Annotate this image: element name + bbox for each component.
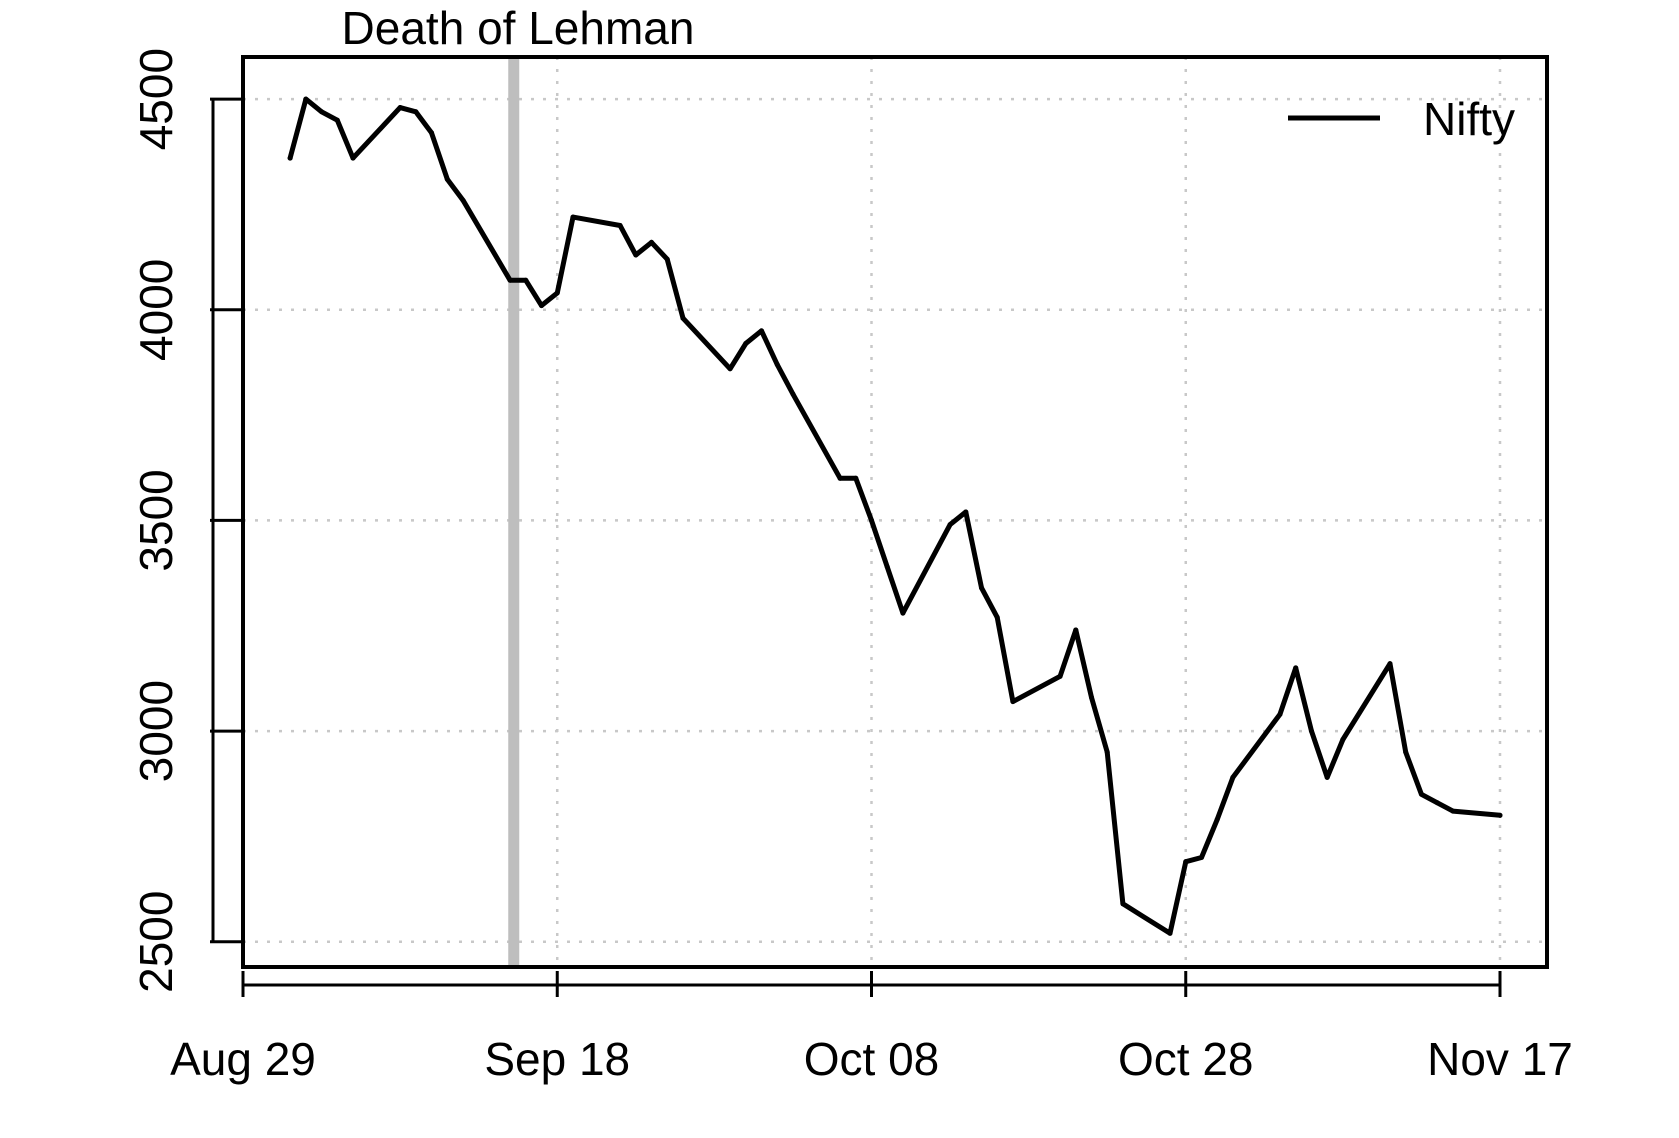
x-tick-label-0: Aug 29 — [170, 1033, 316, 1085]
data-point-3 — [334, 117, 340, 123]
data-point-19 — [680, 315, 686, 321]
x-tick-label-2: Oct 08 — [804, 1033, 940, 1085]
data-point-24 — [790, 391, 796, 397]
data-point-47 — [1308, 728, 1314, 734]
data-point-2 — [319, 109, 325, 115]
data-point-34 — [1010, 699, 1016, 705]
data-point-23 — [774, 362, 780, 368]
data-point-44 — [1230, 774, 1236, 780]
y-tick-label-0: 2500 — [130, 891, 182, 993]
y-tick-label-4: 4500 — [130, 48, 182, 150]
data-point-15 — [617, 223, 623, 229]
x-tick-label-3: Oct 28 — [1118, 1033, 1254, 1085]
data-point-35 — [1057, 673, 1063, 679]
data-point-30 — [947, 522, 953, 528]
data-point-13 — [554, 290, 560, 296]
data-point-29 — [900, 610, 906, 616]
data-point-49 — [1340, 737, 1346, 742]
data-point-32 — [978, 585, 984, 591]
data-point-25 — [837, 475, 843, 481]
data-point-41 — [1183, 859, 1189, 865]
data-point-46 — [1293, 665, 1299, 671]
data-point-53 — [1434, 800, 1440, 806]
data-point-45 — [1277, 711, 1283, 717]
data-point-20 — [727, 366, 733, 372]
data-point-39 — [1120, 901, 1126, 907]
data-point-50 — [1387, 661, 1393, 667]
data-point-51 — [1403, 749, 1409, 755]
data-point-4 — [350, 155, 356, 161]
data-point-36 — [1073, 627, 1079, 633]
y-tick-label-3: 4000 — [130, 259, 182, 361]
x-tick-label-1: Sep 18 — [484, 1033, 630, 1085]
grid-layer — [241, 57, 1547, 967]
y-tick-label-1: 3000 — [130, 680, 182, 782]
legend: Nifty — [1288, 93, 1515, 145]
data-point-9 — [460, 197, 466, 203]
data-point-0 — [287, 155, 293, 161]
data-point-16 — [633, 252, 639, 258]
data-point-52 — [1418, 791, 1424, 797]
data-point-10 — [507, 277, 513, 283]
data-point-1 — [303, 96, 309, 102]
data-point-14 — [570, 214, 576, 220]
data-point-17 — [649, 239, 655, 245]
data-point-21 — [743, 340, 749, 346]
event-annotation-label: Death of Lehman — [342, 2, 695, 54]
data-point-7 — [429, 130, 435, 136]
data-point-11 — [523, 277, 529, 283]
series-line-nifty — [287, 96, 1503, 936]
data-point-40 — [1167, 930, 1173, 936]
data-point-26 — [853, 475, 859, 481]
data-point-27 — [869, 517, 874, 523]
data-point-5 — [397, 105, 403, 111]
data-point-42 — [1198, 854, 1204, 860]
data-point-43 — [1214, 817, 1220, 823]
data-point-28 — [884, 564, 890, 570]
data-point-54 — [1450, 808, 1456, 814]
legend-label-nifty: Nifty — [1423, 93, 1515, 145]
data-point-33 — [994, 614, 1000, 620]
data-point-12 — [539, 303, 545, 309]
plot-frame — [241, 55, 1549, 969]
x-tick-label-4: Nov 17 — [1427, 1033, 1573, 1085]
data-point-6 — [413, 109, 419, 115]
data-points — [287, 96, 1503, 936]
data-point-18 — [664, 256, 670, 262]
axes: Aug 29 Sep 18 Oct 08 Oct 28 Nov 17 2500 3000 35… — [130, 48, 1573, 1085]
data-point-31 — [963, 509, 969, 515]
data-point-37 — [1088, 694, 1094, 700]
data-point-48 — [1324, 774, 1330, 780]
data-point-22 — [759, 328, 765, 334]
data-point-38 — [1104, 749, 1110, 755]
y-tick-label-2: 3500 — [130, 469, 182, 571]
data-point-8 — [444, 176, 450, 182]
data-point-55 — [1497, 812, 1503, 818]
event-marker-bar — [508, 57, 520, 967]
